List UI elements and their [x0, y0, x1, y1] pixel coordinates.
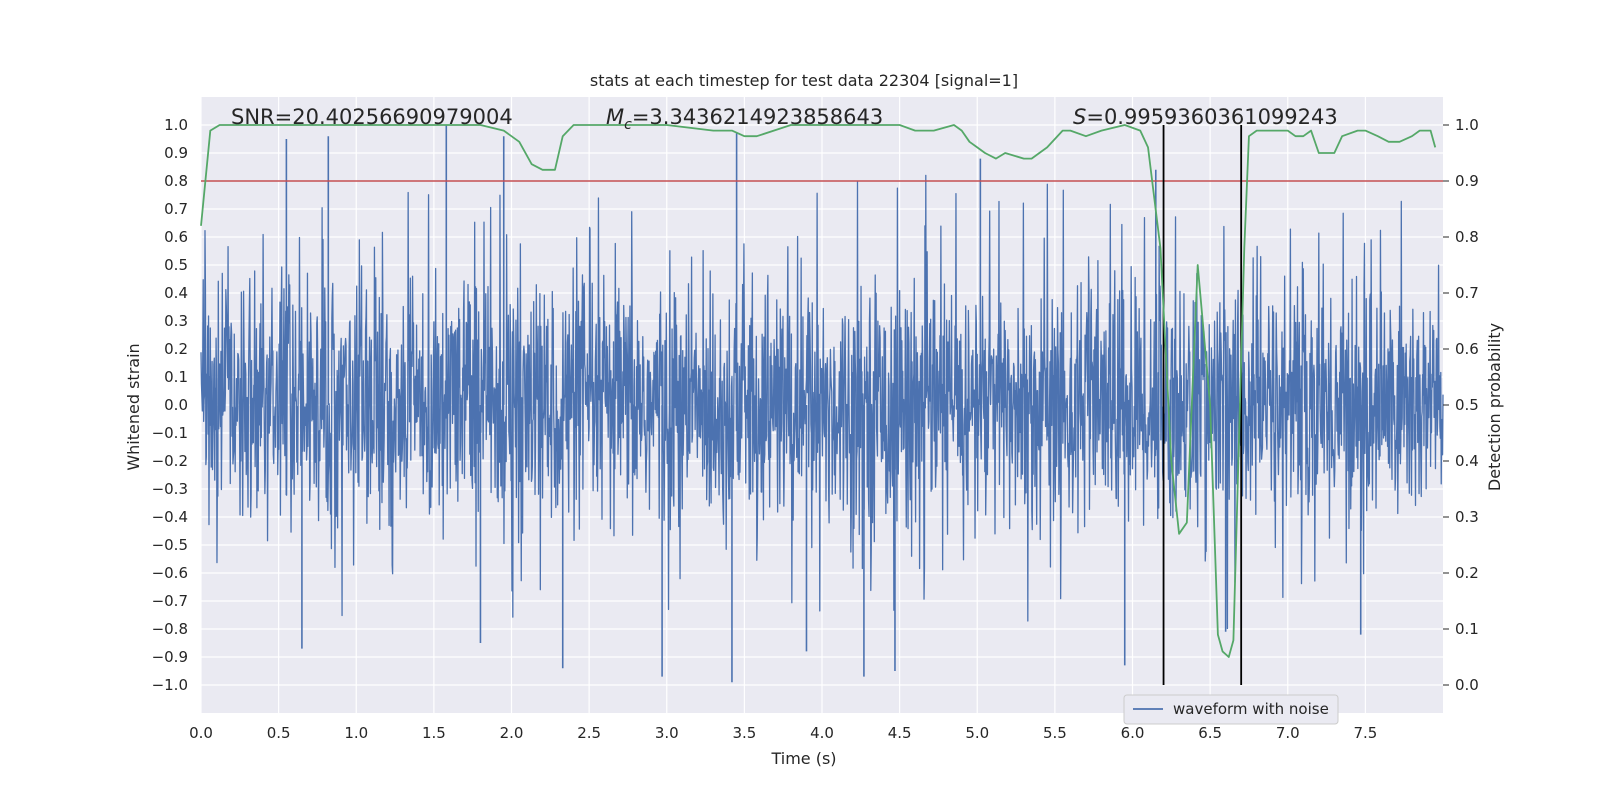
x-tick-label: 7.0	[1276, 724, 1300, 742]
y2-tick-label: 0.5	[1455, 396, 1479, 414]
y-tick-label: 1.0	[164, 116, 188, 134]
y-axis-label: Whitened strain	[124, 343, 143, 470]
y2-tick-label: 0.9	[1455, 172, 1479, 190]
y2-tick-label: 0.2	[1455, 564, 1479, 582]
snr-annotation: SNR=20.40256690979004	[231, 105, 513, 129]
x-tick-label: 3.0	[655, 724, 679, 742]
y-axis-left: 1.0 0.9 0.8 0.7 0.6 0.5 0.4 0.3 0.2 0.1 0.0 −0.1 −0.…	[152, 116, 188, 694]
y-tick-label: 0.4	[164, 284, 188, 302]
x-tick-label: 3.5	[732, 724, 756, 742]
y2-tick-label: 0.7	[1455, 284, 1479, 302]
x-tick-label: 0.5	[267, 724, 291, 742]
chirp-mass-symbol: M	[606, 105, 624, 129]
y2-axis-label: Detection probability	[1485, 323, 1504, 491]
y-tick-label: 0.1	[164, 368, 188, 386]
legend-box	[1123, 694, 1339, 725]
x-tick-label: 6.0	[1121, 724, 1145, 742]
legend-entry: waveform with noise	[1173, 700, 1329, 718]
score-value: =0.9959360361099243	[1086, 105, 1337, 129]
y-tick-label: 0.7	[164, 200, 188, 218]
y-tick-label: −0.2	[152, 452, 188, 470]
y-tick-label: 0.5	[164, 256, 188, 274]
y-tick-label: −0.7	[152, 592, 188, 610]
y-tick-label: 0.3	[164, 312, 188, 330]
y-tick-label: −0.3	[152, 480, 188, 498]
y-tick-label: −1.0	[152, 676, 188, 694]
x-tick-label: 0.0	[189, 724, 213, 742]
y2-tick-label: 0.1	[1455, 620, 1479, 638]
chirp-mass-subscript: c	[624, 117, 632, 133]
y-axis-right: 1.0 0.9 0.8 0.7 0.6 0.5 0.4 0.3 0.2 0.1 0.0	[1443, 116, 1479, 694]
x-tick-label: 2.0	[500, 724, 524, 742]
y-tick-label: 0.9	[164, 144, 188, 162]
y-tick-label: −0.5	[152, 536, 188, 554]
y2-tick-label: 1.0	[1455, 116, 1479, 134]
score-symbol: S	[1073, 105, 1086, 129]
x-axis: 0.0 0.5 1.0 1.5 2.0 2.5 3.0 3.5 4.0 4.5 5.0 5.5 6.0 6…	[189, 724, 1377, 742]
x-tick-label: 4.0	[810, 724, 834, 742]
x-tick-label: 6.5	[1198, 724, 1222, 742]
y2-tick-label: 0.0	[1455, 676, 1479, 694]
y-tick-label: −0.1	[152, 424, 188, 442]
overlay-lines	[201, 125, 1443, 685]
y-tick-label: −0.9	[152, 648, 188, 666]
x-tick-label: 1.5	[422, 724, 446, 742]
x-tick-label: 7.5	[1353, 724, 1377, 742]
y2-tick-label: 0.3	[1455, 508, 1479, 526]
y2-tick-label: 0.6	[1455, 340, 1479, 358]
x-tick-label: 1.0	[344, 724, 368, 742]
x-tick-label: 5.0	[965, 724, 989, 742]
probability-series	[200, 124, 1437, 658]
detection-probability-line	[200, 124, 1437, 658]
plot-area	[200, 97, 1444, 713]
waveform-series	[200, 125, 1444, 683]
y-tick-label: −0.6	[152, 564, 188, 582]
score-annotation: S=0.9959360361099243	[1073, 105, 1338, 129]
waveform-line	[200, 174, 1444, 630]
chart-title: stats at each timestep for test data 223…	[590, 71, 1018, 90]
y2-tick-label: 0.8	[1455, 228, 1479, 246]
x-tick-label: 4.5	[888, 724, 912, 742]
x-axis-label: Time (s)	[770, 749, 836, 768]
legend: waveform with noise	[1123, 694, 1339, 725]
y-tick-label: 0.2	[164, 340, 188, 358]
chirp-mass-value: =3.3436214923858643	[632, 105, 883, 129]
y-tick-label: −0.8	[152, 620, 188, 638]
x-tick-label: 2.5	[577, 724, 601, 742]
y-tick-label: −0.4	[152, 508, 188, 526]
y-tick-label: 0.0	[164, 396, 188, 414]
y-tick-label: 0.6	[164, 228, 188, 246]
x-tick-label: 5.5	[1043, 724, 1067, 742]
chirp-mass-annotation: Mc=3.3436214923858643	[606, 105, 883, 133]
y-tick-label: 0.8	[164, 172, 188, 190]
y2-tick-label: 0.4	[1455, 452, 1479, 470]
